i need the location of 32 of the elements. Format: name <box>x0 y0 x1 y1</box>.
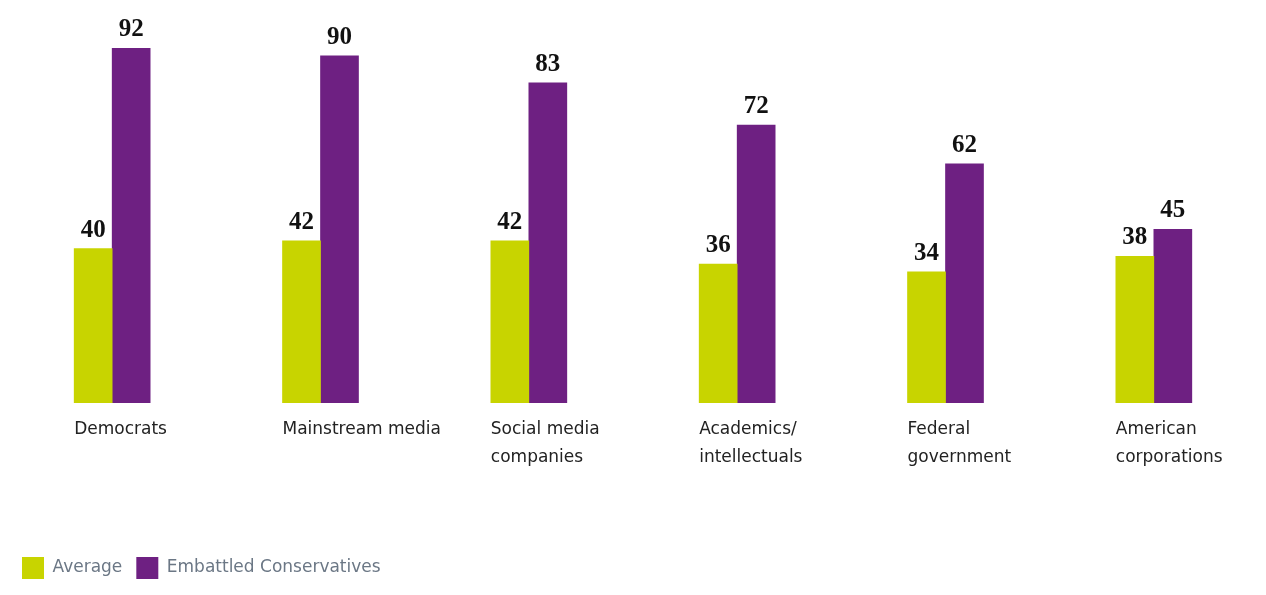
bar <box>736 124 776 403</box>
data-label: 40 <box>80 214 106 242</box>
bar <box>1153 229 1193 403</box>
legend-label: Average <box>52 556 123 577</box>
data-label: 90 <box>327 21 352 49</box>
data-label: 72 <box>743 91 769 119</box>
data-label: 34 <box>914 237 940 265</box>
data-label: 62 <box>952 129 977 157</box>
legend-label: Embattled Conservatives <box>166 556 381 577</box>
data-label: 38 <box>1122 222 1148 250</box>
data-label: 42 <box>497 206 523 234</box>
data-label: 36 <box>705 230 731 258</box>
bar <box>73 248 113 403</box>
bar <box>282 240 321 403</box>
data-label: 42 <box>289 206 314 234</box>
bar <box>111 48 151 403</box>
bar <box>698 263 738 403</box>
data-label: 83 <box>535 48 561 76</box>
x-tick-label: Democrats <box>74 417 168 438</box>
x-tick-label: Academics/intellectuals <box>699 417 803 466</box>
bar <box>907 271 946 403</box>
bar <box>320 55 359 403</box>
bar <box>1115 256 1155 403</box>
x-tick-label: Mainstream media <box>282 417 442 438</box>
data-label: 92 <box>118 13 144 41</box>
bar <box>945 163 984 403</box>
bar <box>528 82 568 403</box>
x-tick-label: Social media companies <box>490 417 600 466</box>
x-tick-label: Federal government <box>907 417 1012 466</box>
bar <box>490 240 530 403</box>
data-label: 45 <box>1160 195 1186 223</box>
x-tick-label: American corporations <box>1115 417 1223 466</box>
